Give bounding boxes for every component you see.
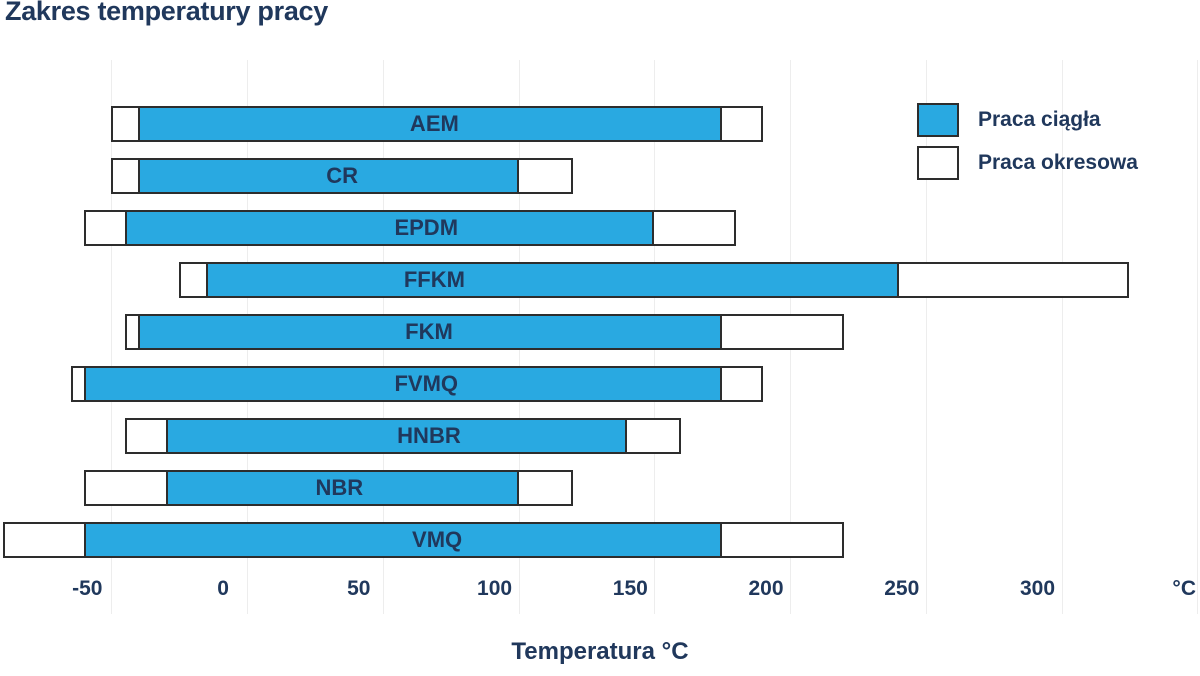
gridline bbox=[925, 60, 927, 614]
continuous-range-segment bbox=[138, 158, 519, 194]
bar-label-nbr: NBR bbox=[315, 475, 364, 500]
continuous-range-segment bbox=[84, 522, 723, 558]
bar-label-epdm: EPDM bbox=[394, 215, 459, 240]
x-axis-tick-label: 300 bbox=[1020, 577, 1056, 600]
x-axis-tick-label: 0 bbox=[217, 577, 229, 600]
bar-label-aem: AEM bbox=[409, 111, 459, 136]
bar-label-vmq: VMQ bbox=[412, 527, 463, 552]
legend-swatch-continuous-icon bbox=[917, 103, 959, 137]
continuous-range-segment bbox=[138, 106, 723, 142]
chart-title: Zakres temperatury pracy bbox=[5, 0, 328, 26]
legend: Praca ciągła Praca okresowa bbox=[917, 103, 1138, 189]
continuous-range-segment bbox=[124, 210, 655, 246]
gridline bbox=[1061, 60, 1063, 614]
legend-label-continuous: Praca ciągła bbox=[978, 108, 1101, 131]
bar-label-fvmq: FVMQ bbox=[394, 371, 459, 396]
temperature-bar-ffkm bbox=[179, 262, 1130, 298]
continuous-range-segment bbox=[84, 366, 723, 402]
temperature-bar-nbr bbox=[84, 470, 573, 506]
x-axis-tick-label: 100 bbox=[477, 577, 513, 600]
x-axis-tick-label: 50 bbox=[347, 577, 371, 600]
continuous-range-segment bbox=[138, 314, 723, 350]
temperature-bar-epdm bbox=[84, 210, 736, 246]
temperature-bar-vmq bbox=[2, 522, 845, 558]
x-axis-tick-label: -50 bbox=[72, 577, 103, 600]
plot-area: °C -50 0 50 100 150 200 250 300 AEM CR EPDM FFKM FKM… bbox=[0, 60, 1200, 614]
bar-label-hnbr: HNBR bbox=[397, 423, 461, 448]
x-axis-tick-label: 200 bbox=[748, 577, 784, 600]
bar-label-fkm: FKM bbox=[405, 319, 453, 344]
continuous-range-segment bbox=[206, 262, 899, 298]
x-axis-unit-label: °C bbox=[1172, 577, 1196, 600]
x-axis-title: Temperatura °C bbox=[511, 638, 689, 665]
continuous-range-segment bbox=[165, 470, 519, 506]
bar-label-cr: CR bbox=[326, 163, 358, 188]
continuous-range-segment bbox=[165, 418, 628, 454]
temperature-bar-fkm bbox=[124, 314, 845, 350]
legend-swatch-periodic-icon bbox=[917, 146, 959, 180]
gridline bbox=[1197, 60, 1199, 614]
temperature-bar-hnbr bbox=[124, 418, 682, 454]
gridline bbox=[111, 60, 113, 614]
legend-item-continuous: Praca ciągła bbox=[917, 103, 1138, 137]
x-axis-tick-label: 250 bbox=[884, 577, 920, 600]
temperature-bar-cr bbox=[111, 158, 573, 194]
temperature-bar-fvmq bbox=[70, 366, 763, 402]
bar-label-ffkm: FFKM bbox=[403, 267, 465, 292]
x-axis-tick-label: 150 bbox=[612, 577, 648, 600]
legend-item-periodic: Praca okresowa bbox=[917, 146, 1138, 180]
legend-label-periodic: Praca okresowa bbox=[978, 151, 1138, 174]
temperature-bar-aem bbox=[111, 106, 763, 142]
